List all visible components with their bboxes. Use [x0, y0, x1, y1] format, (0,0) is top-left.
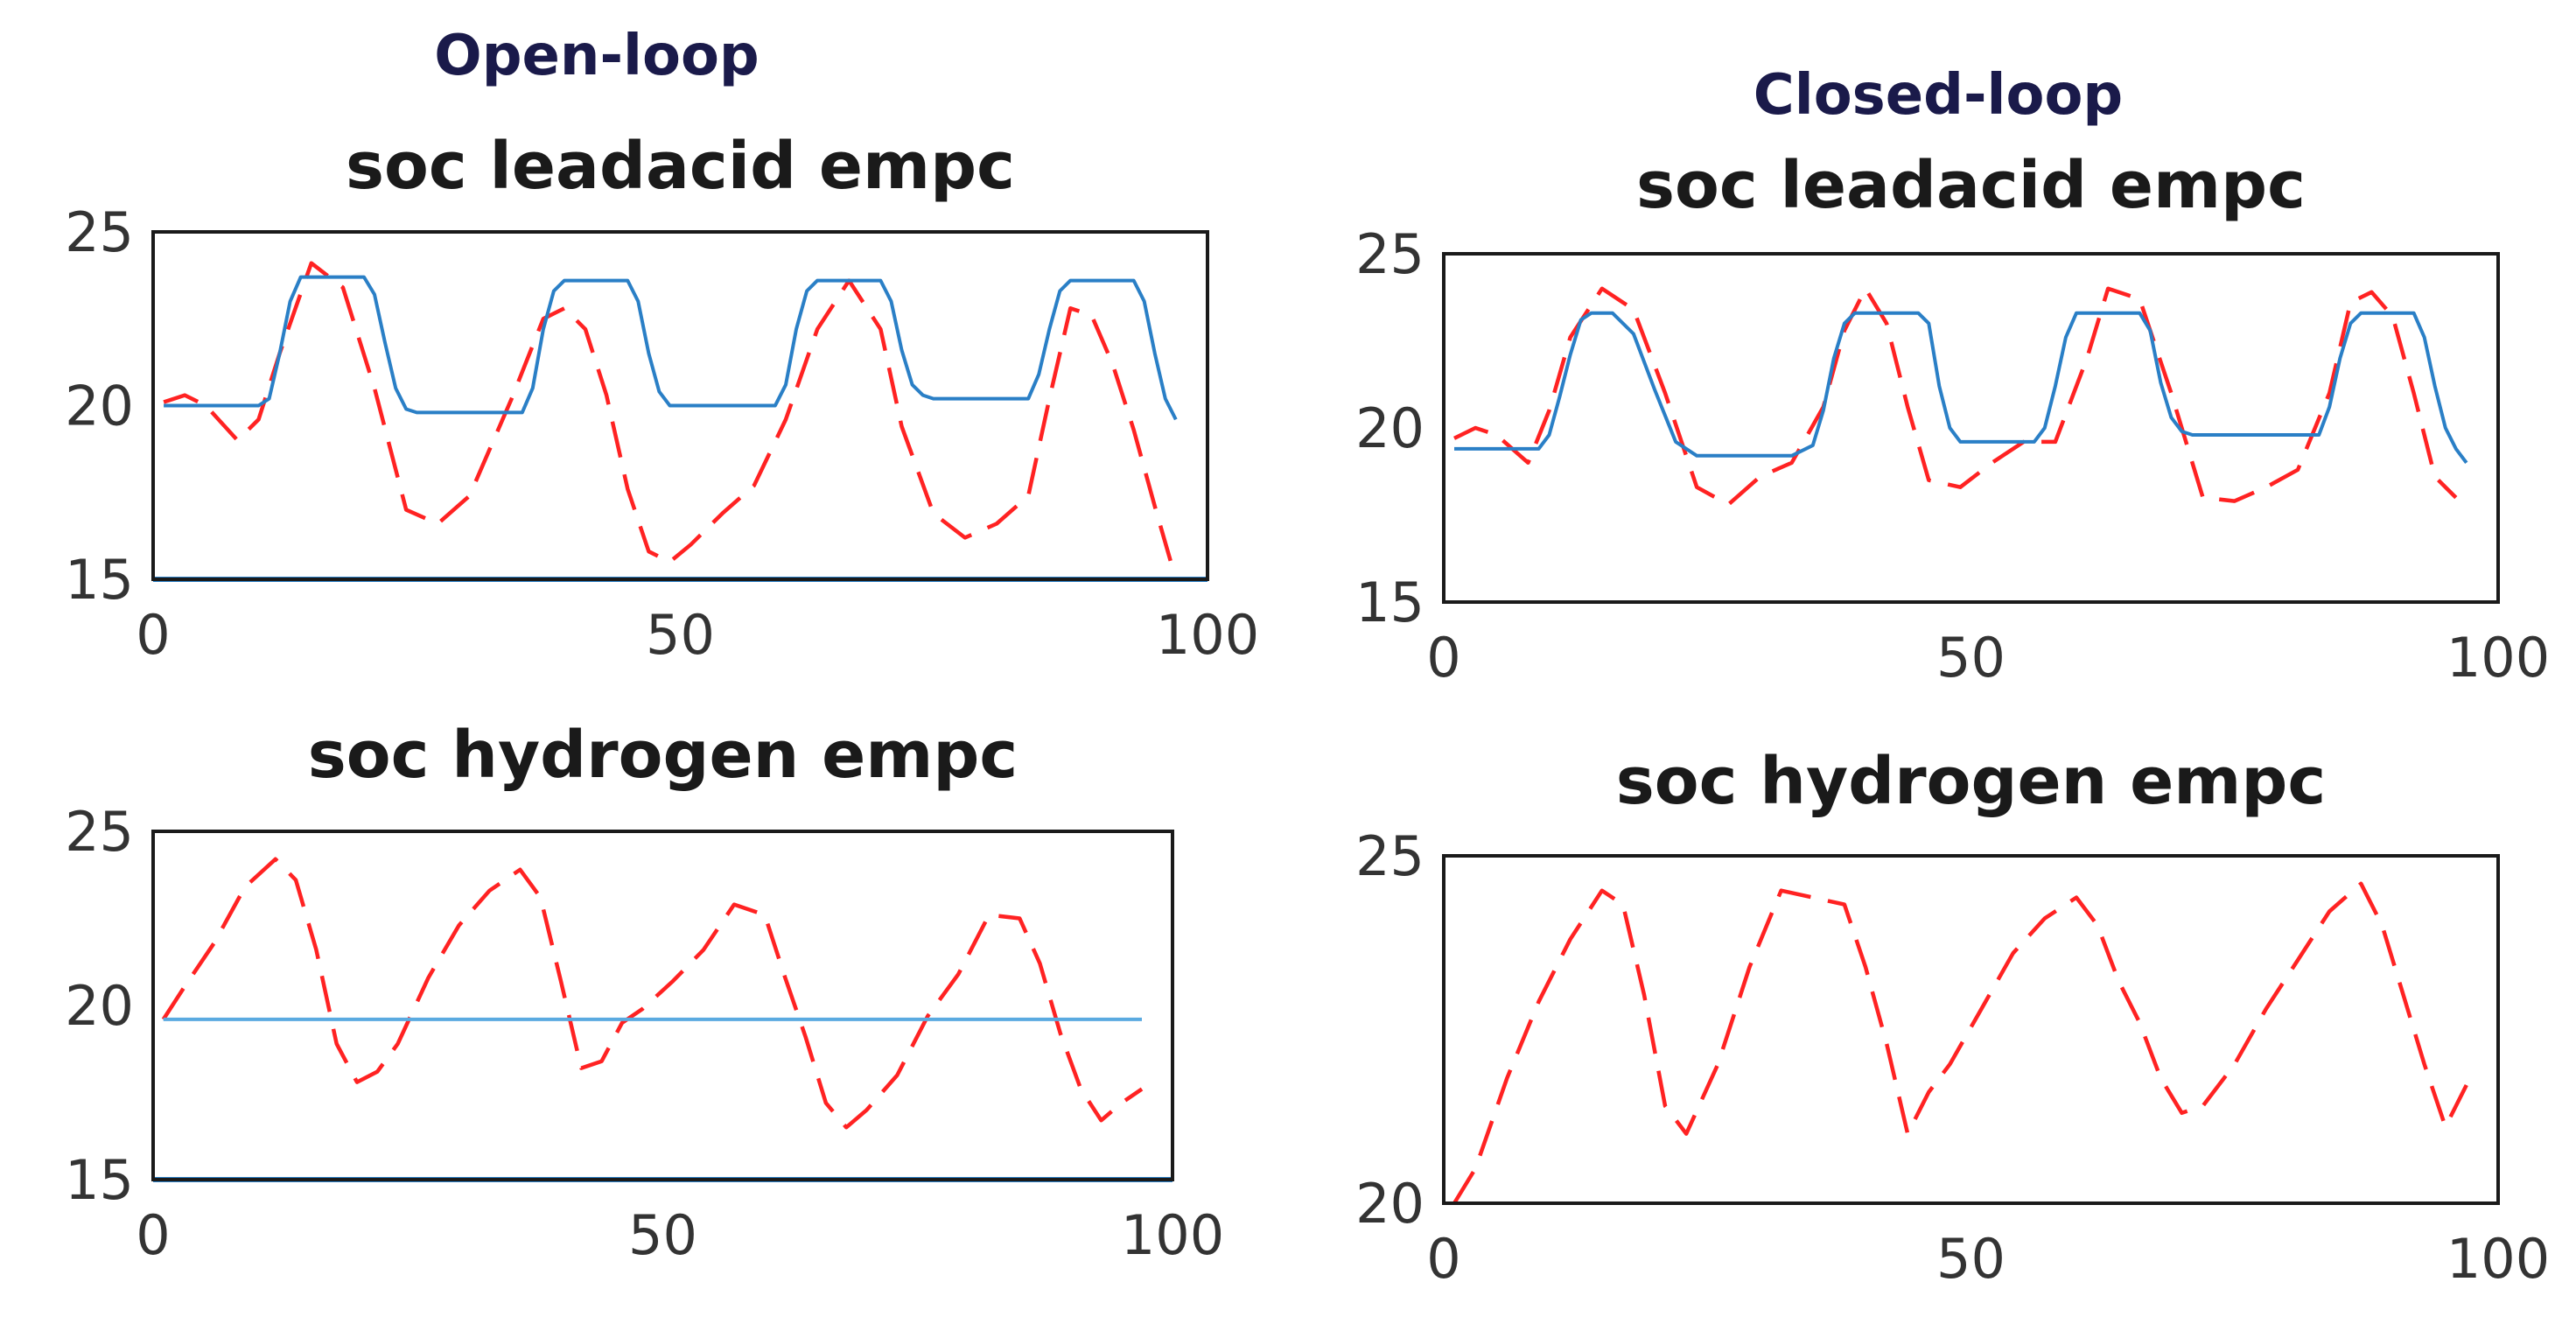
y-tick-label: 20 — [65, 974, 134, 1038]
y-tick-label: 20 — [65, 375, 134, 438]
plot-title: soc hydrogen empc — [308, 718, 1018, 793]
plot-frame — [151, 230, 1209, 581]
x-tick-label: 0 — [136, 1203, 170, 1267]
x-tick-label: 0 — [1426, 626, 1460, 690]
y-tick-label: 25 — [65, 200, 134, 264]
series-soc-line — [1454, 311, 2468, 465]
series-group — [153, 261, 1208, 582]
x-tick-label: 50 — [646, 603, 715, 667]
series-group — [1453, 286, 2468, 507]
x-tick-label: 100 — [2446, 626, 2550, 690]
series-group — [1444, 881, 2498, 1205]
x-tick-label: 100 — [1156, 603, 1259, 667]
plot-title: soc leadacid empc — [346, 129, 1015, 204]
plot-title: soc hydrogen empc — [1616, 744, 2326, 819]
y-tick-label: 15 — [1355, 571, 1424, 634]
x-tick-label: 50 — [1936, 626, 2006, 690]
x-tick-label: 0 — [1426, 1227, 1460, 1291]
closed-loop-leadacid-plot: soc leadacid empc 0 50 100 15 20 25 — [1355, 148, 2550, 690]
plot-frame — [1442, 854, 2500, 1205]
y-tick-label: 15 — [65, 1148, 134, 1212]
x-tick-label: 50 — [628, 1203, 697, 1267]
series-reference-line — [161, 857, 1144, 1130]
series-reference-line — [1452, 881, 2468, 1205]
plot-title: soc leadacid empc — [1636, 148, 2306, 223]
closed-loop-title: Closed-loop — [1754, 63, 2123, 128]
open-loop-title: Open-loop — [434, 24, 759, 88]
open-loop-leadacid-plot: soc leadacid empc 0 50 100 15 20 25 — [65, 129, 1259, 667]
x-tick-label: 100 — [1121, 1203, 1224, 1267]
series-reference-line — [1453, 286, 2458, 507]
closed-loop-hydrogen-plot: soc hydrogen empc 0 50 100 20 25 — [1355, 744, 2550, 1291]
open-loop-hydrogen-plot: soc hydrogen empc 0 50 100 15 20 25 — [65, 718, 1224, 1267]
x-tick-label: 50 — [1936, 1227, 2006, 1291]
y-tick-label: 15 — [65, 548, 134, 612]
y-tick-label: 25 — [65, 800, 134, 864]
plot-frame — [1442, 252, 2500, 604]
x-tick-label: 0 — [136, 603, 170, 667]
series-reference-line — [163, 261, 1178, 580]
series-group — [153, 857, 1172, 1182]
y-tick-label: 25 — [1355, 824, 1424, 888]
series-soc-line — [164, 275, 1178, 421]
y-tick-label: 20 — [1355, 1172, 1424, 1236]
y-tick-label: 25 — [1355, 222, 1424, 286]
plot-frame — [151, 830, 1174, 1181]
x-tick-label: 100 — [2446, 1227, 2550, 1291]
y-tick-label: 20 — [1355, 396, 1424, 460]
